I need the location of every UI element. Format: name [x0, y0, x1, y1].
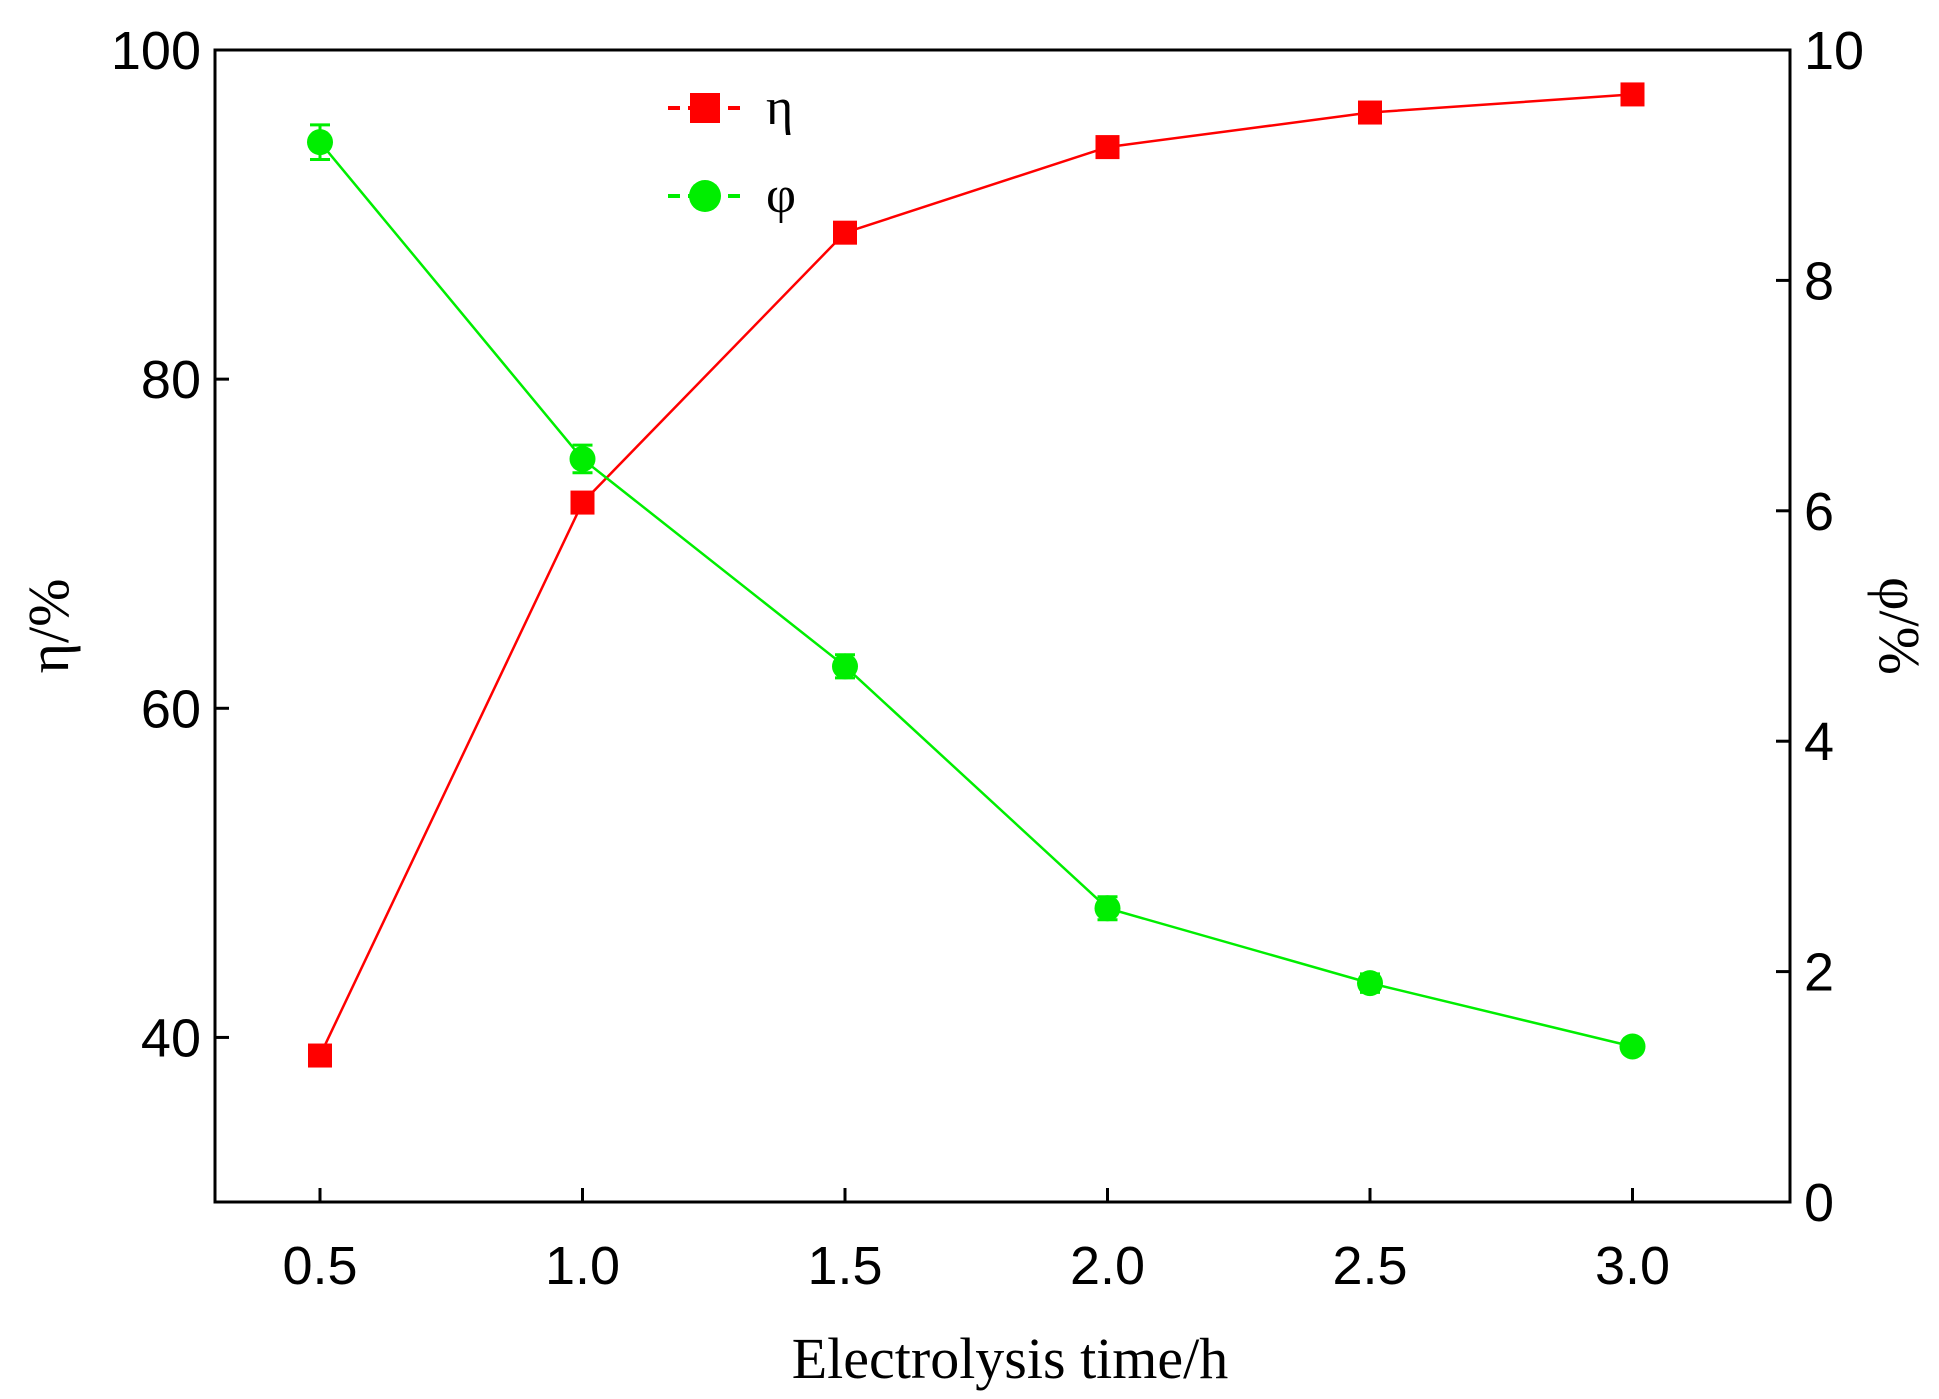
series-phi-point — [569, 445, 596, 472]
y-left-tick-label: 40 — [141, 1008, 201, 1068]
series-eta-point — [1095, 135, 1120, 160]
plot-frame — [213, 48, 1792, 1204]
x-tick-label: 1.0 — [545, 1236, 620, 1296]
x-axis: 0.5 1.0 1.5 2.0 2.5 3.0 — [282, 1188, 1670, 1296]
y-right-tick-label: 2 — [1804, 943, 1834, 1003]
y-left-tick-label: 100 — [111, 21, 201, 81]
legend-phi-marker — [689, 180, 721, 212]
y-left-tick-label: 80 — [141, 350, 201, 410]
y-left-tick-label: 60 — [141, 679, 201, 739]
series-layer — [307, 82, 1646, 1068]
series-phi-point — [307, 129, 333, 156]
series-eta-point — [1358, 100, 1382, 125]
x-tick-label: 2.5 — [1332, 1236, 1407, 1296]
series-eta-point — [308, 1043, 332, 1068]
y-right-tick-label: 0 — [1804, 1173, 1834, 1233]
series-eta-point — [1620, 82, 1645, 107]
legend: η φ — [668, 79, 796, 224]
series-eta-point — [570, 490, 595, 515]
series-phi-point — [1357, 970, 1383, 997]
series-phi-point — [1619, 1033, 1646, 1060]
y-right-tick-label: 10 — [1804, 21, 1864, 81]
series-eta-line — [318, 93, 1633, 1057]
series-phi-point — [832, 653, 858, 680]
y-right-tick-label: 8 — [1804, 251, 1834, 311]
x-tick-label: 1.5 — [807, 1236, 882, 1296]
series-eta-point — [833, 220, 857, 245]
legend-eta-label: η — [766, 79, 793, 136]
x-tick-label: 2.0 — [1070, 1236, 1145, 1296]
y-axis-right: 0 2 4 6 8 10 — [1776, 21, 1864, 1233]
x-tick-label: 3.0 — [1595, 1236, 1670, 1296]
y-right-tick-label: 4 — [1804, 712, 1834, 772]
y-right-tick-label: 6 — [1804, 482, 1834, 542]
legend-eta-marker — [690, 93, 720, 123]
series-phi-point — [1094, 895, 1121, 922]
legend-phi-label: φ — [766, 167, 796, 224]
y-axis-left: 40 60 80 100 — [111, 21, 229, 1068]
y-axis-left-title: η/% — [16, 579, 81, 674]
series-phi-line — [319, 141, 1633, 1048]
x-axis-title: Electrolysis time/h — [792, 1326, 1229, 1391]
y-axis-right-title: φ/% — [1867, 577, 1932, 675]
x-tick-label: 0.5 — [282, 1236, 357, 1296]
